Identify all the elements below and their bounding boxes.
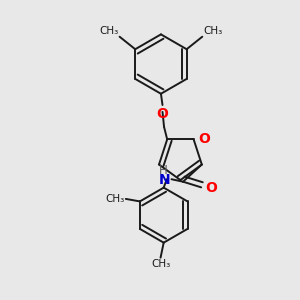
Text: O: O [205, 181, 217, 195]
Text: O: O [157, 107, 168, 122]
Text: CH₃: CH₃ [99, 26, 119, 36]
Text: CH₃: CH₃ [105, 194, 124, 204]
Text: CH₃: CH₃ [203, 26, 223, 36]
Text: H: H [159, 164, 168, 177]
Text: CH₃: CH₃ [151, 259, 170, 269]
Text: O: O [198, 132, 210, 146]
Text: N: N [159, 173, 171, 187]
